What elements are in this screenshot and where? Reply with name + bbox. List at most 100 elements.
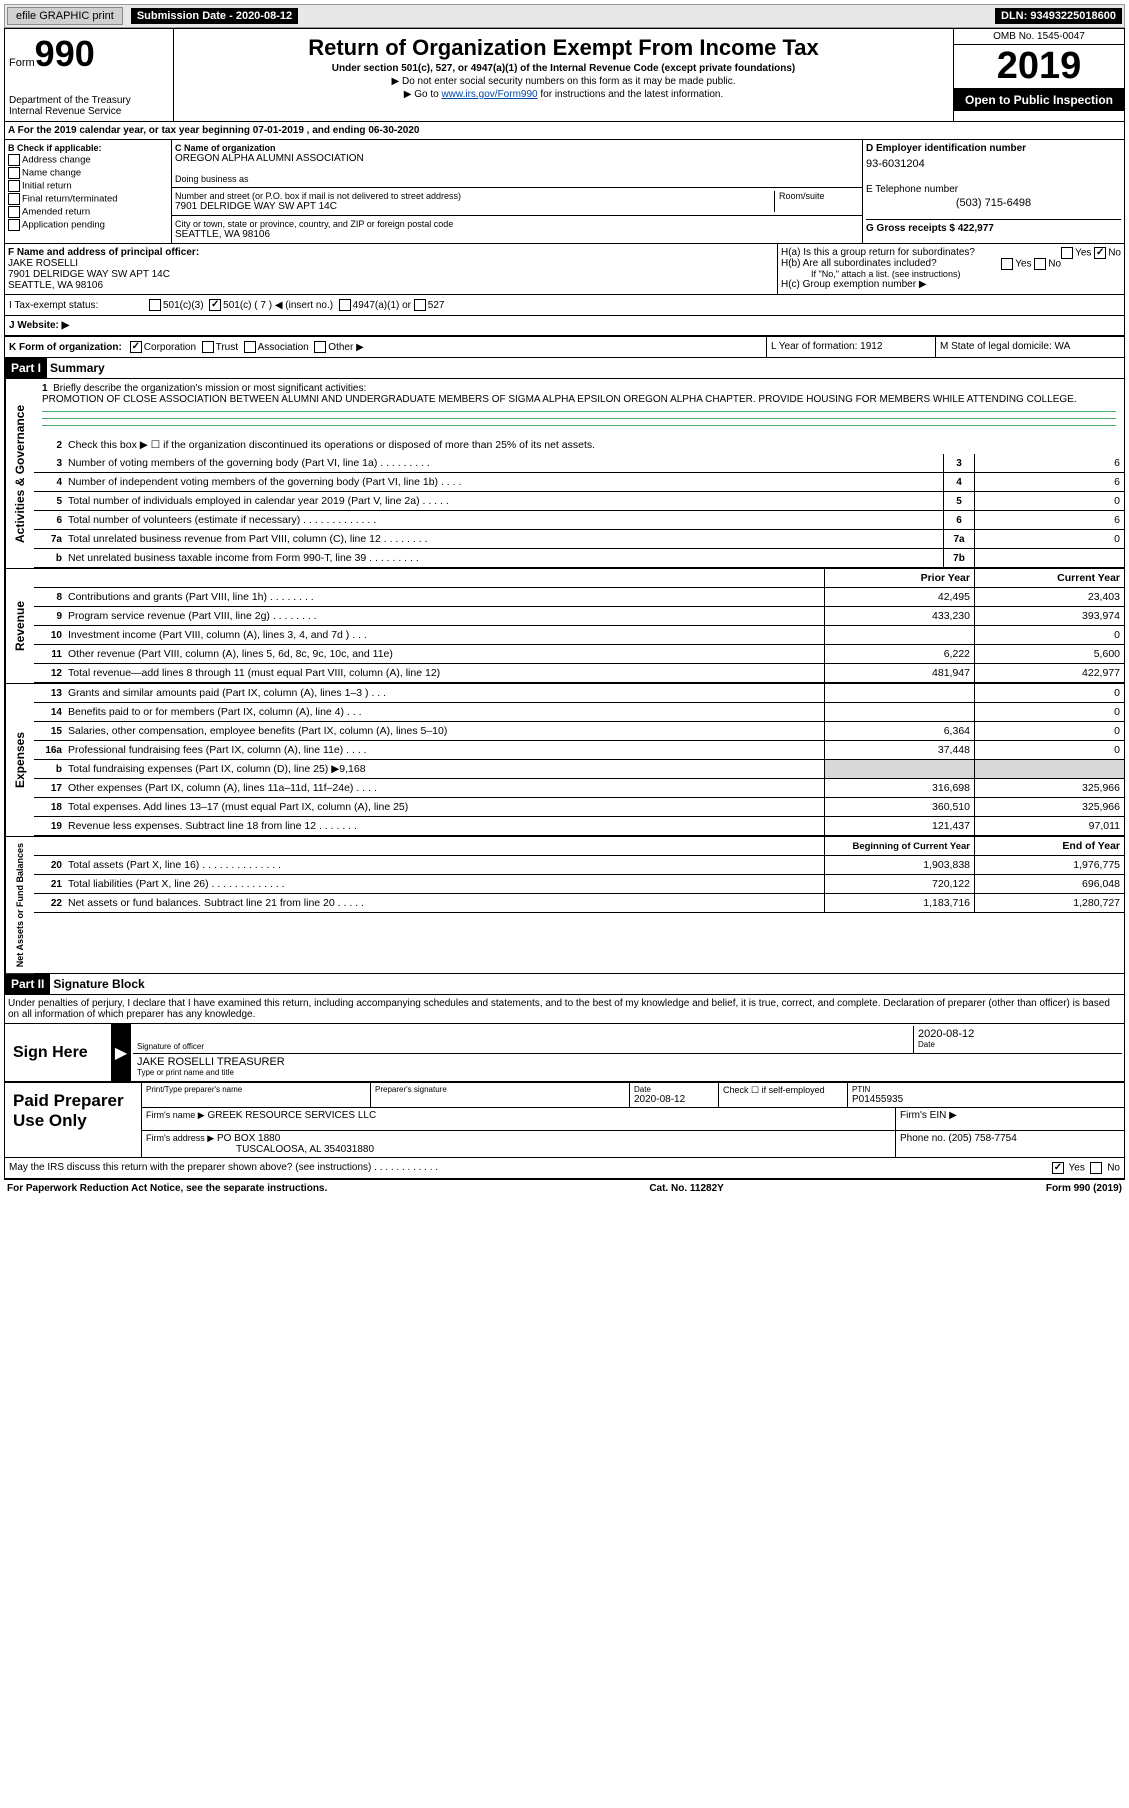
city-label: City or town, state or province, country… bbox=[175, 219, 859, 229]
hb-note: If "No," attach a list. (see instruction… bbox=[781, 269, 1121, 279]
officer-addr2: SEATTLE, WA 98106 bbox=[8, 280, 774, 291]
tel-label: E Telephone number bbox=[866, 184, 1121, 195]
efile-print-button[interactable]: efile GRAPHIC print bbox=[7, 7, 123, 25]
part2-badge: Part II bbox=[5, 974, 50, 994]
ptin-label: PTIN bbox=[852, 1085, 1120, 1094]
table-row: 21 Total liabilities (Part X, line 26) .… bbox=[34, 875, 1124, 894]
suite-label: Room/suite bbox=[774, 191, 859, 212]
form-subtitle-1: Under section 501(c), 527, or 4947(a)(1)… bbox=[182, 63, 945, 74]
sign-arrow-icon: ▶ bbox=[111, 1024, 131, 1081]
table-row: b Net unrelated business taxable income … bbox=[34, 549, 1124, 568]
website-row: J Website: ▶ bbox=[5, 316, 1124, 336]
top-bar: efile GRAPHIC print Submission Date - 20… bbox=[4, 4, 1125, 28]
check-final-return[interactable] bbox=[8, 193, 20, 205]
dba-label: Doing business as bbox=[175, 174, 859, 184]
part1-header-row: Part I Summary bbox=[5, 357, 1124, 378]
exempt-label: I Tax-exempt status: bbox=[9, 300, 149, 311]
dln: DLN: 93493225018600 bbox=[995, 8, 1122, 24]
form-title-box: Return of Organization Exempt From Incom… bbox=[174, 29, 953, 121]
k-label: K Form of organization: bbox=[9, 342, 122, 353]
dept-label: Department of the Treasury bbox=[9, 95, 169, 106]
check-amended-return[interactable] bbox=[8, 206, 20, 218]
hb-no[interactable] bbox=[1034, 258, 1046, 270]
check-501c3[interactable] bbox=[149, 299, 161, 311]
check-name-change[interactable] bbox=[8, 167, 20, 179]
table-row: 7a Total unrelated business revenue from… bbox=[34, 530, 1124, 549]
firm-addr2: TUSCALOOSA, AL 354031880 bbox=[146, 1144, 891, 1155]
footer-left: For Paperwork Reduction Act Notice, see … bbox=[7, 1183, 327, 1194]
prep-date: 2020-08-12 bbox=[634, 1094, 714, 1105]
section-d: D Employer identification number 93-6031… bbox=[862, 140, 1124, 243]
form-container: Form990 Department of the Treasury Inter… bbox=[4, 28, 1125, 1179]
footer: For Paperwork Reduction Act Notice, see … bbox=[4, 1179, 1125, 1197]
section-m: M State of legal domicile: WA bbox=[935, 337, 1124, 357]
addr-label: Number and street (or P.O. box if mail i… bbox=[175, 191, 774, 201]
ha-no[interactable] bbox=[1094, 247, 1106, 259]
section-fh: F Name and address of principal officer:… bbox=[5, 243, 1124, 294]
firm-addr-label: Firm's address ▶ bbox=[146, 1133, 214, 1143]
section-b-header: B Check if applicable: bbox=[8, 143, 168, 153]
irs-label: Internal Revenue Service bbox=[9, 106, 169, 117]
form-header: Form990 Department of the Treasury Inter… bbox=[5, 29, 1124, 122]
end-year-header: End of Year bbox=[974, 837, 1124, 855]
form-year-box: OMB No. 1545-0047 2019 Open to Public In… bbox=[953, 29, 1124, 121]
table-row: 4 Number of independent voting members o… bbox=[34, 473, 1124, 492]
line1-label: Briefly describe the organization's miss… bbox=[53, 383, 366, 394]
table-row: 15 Salaries, other compensation, employe… bbox=[34, 722, 1124, 741]
table-row: 16a Professional fundraising fees (Part … bbox=[34, 741, 1124, 760]
check-corporation[interactable] bbox=[130, 341, 142, 353]
firm-ein-label: Firm's EIN ▶ bbox=[896, 1108, 1124, 1130]
prior-year-header: Prior Year bbox=[824, 569, 974, 587]
sig-date: 2020-08-12 bbox=[918, 1028, 1118, 1040]
check-initial-return[interactable] bbox=[8, 180, 20, 192]
check-other[interactable] bbox=[314, 341, 326, 353]
hb-yes[interactable] bbox=[1001, 258, 1013, 270]
table-row: 11 Other revenue (Part VIII, column (A),… bbox=[34, 645, 1124, 664]
check-501c[interactable] bbox=[209, 299, 221, 311]
table-row: 14 Benefits paid to or for members (Part… bbox=[34, 703, 1124, 722]
check-application-pending[interactable] bbox=[8, 219, 20, 231]
firm-phone: Phone no. (205) 758-7754 bbox=[896, 1131, 1124, 1157]
sig-officer-label: Signature of officer bbox=[137, 1042, 909, 1051]
form-subtitle-2: ▶ Do not enter social security numbers o… bbox=[182, 76, 945, 87]
discuss-no[interactable] bbox=[1090, 1162, 1102, 1174]
table-row: 8 Contributions and grants (Part VIII, l… bbox=[34, 588, 1124, 607]
vert-activities: Activities & Governance bbox=[5, 379, 34, 568]
org-address: 7901 DELRIDGE WAY SW APT 14C bbox=[175, 201, 774, 212]
instructions-link[interactable]: www.irs.gov/Form990 bbox=[441, 89, 537, 100]
begin-year-header: Beginning of Current Year bbox=[824, 837, 974, 855]
table-row: 13 Grants and similar amounts paid (Part… bbox=[34, 684, 1124, 703]
gross-receipts: G Gross receipts $ 422,977 bbox=[866, 219, 1121, 234]
discuss-row: May the IRS discuss this return with the… bbox=[5, 1157, 1124, 1178]
type-print-label: Type or print name and title bbox=[137, 1068, 1118, 1077]
expenses-section: Expenses 13 Grants and similar amounts p… bbox=[5, 683, 1124, 836]
table-row: 10 Investment income (Part VIII, column … bbox=[34, 626, 1124, 645]
check-address-change[interactable] bbox=[8, 154, 20, 166]
table-row: 20 Total assets (Part X, line 16) . . . … bbox=[34, 856, 1124, 875]
section-f: F Name and address of principal officer:… bbox=[5, 244, 777, 294]
ptin-value: P01455935 bbox=[852, 1094, 1120, 1105]
check-trust[interactable] bbox=[202, 341, 214, 353]
tel-value: (503) 715-6498 bbox=[866, 197, 1121, 209]
vert-revenue: Revenue bbox=[5, 569, 34, 683]
part2-title: Signature Block bbox=[50, 974, 147, 994]
table-row: 5 Total number of individuals employed i… bbox=[34, 492, 1124, 511]
section-c: C Name of organization OREGON ALPHA ALUM… bbox=[172, 140, 862, 243]
table-row: b Total fundraising expenses (Part IX, c… bbox=[34, 760, 1124, 779]
table-row: 19 Revenue less expenses. Subtract line … bbox=[34, 817, 1124, 836]
table-row: 9 Program service revenue (Part VIII, li… bbox=[34, 607, 1124, 626]
check-527[interactable] bbox=[414, 299, 426, 311]
discuss-yes[interactable] bbox=[1052, 1162, 1064, 1174]
website-label: J Website: ▶ bbox=[9, 320, 69, 331]
check-4947[interactable] bbox=[339, 299, 351, 311]
table-row: 22 Net assets or fund balances. Subtract… bbox=[34, 894, 1124, 913]
firm-name-label: Firm's name ▶ bbox=[146, 1110, 205, 1120]
part1-title: Summary bbox=[47, 358, 108, 378]
hc-label: H(c) Group exemption number ▶ bbox=[781, 279, 1121, 290]
org-city: SEATTLE, WA 98106 bbox=[175, 229, 859, 240]
ein-label: D Employer identification number bbox=[866, 143, 1121, 154]
prep-name-label: Print/Type preparer's name bbox=[146, 1085, 366, 1094]
check-association[interactable] bbox=[244, 341, 256, 353]
ha-yes[interactable] bbox=[1061, 247, 1073, 259]
form-label: Form bbox=[9, 57, 35, 69]
